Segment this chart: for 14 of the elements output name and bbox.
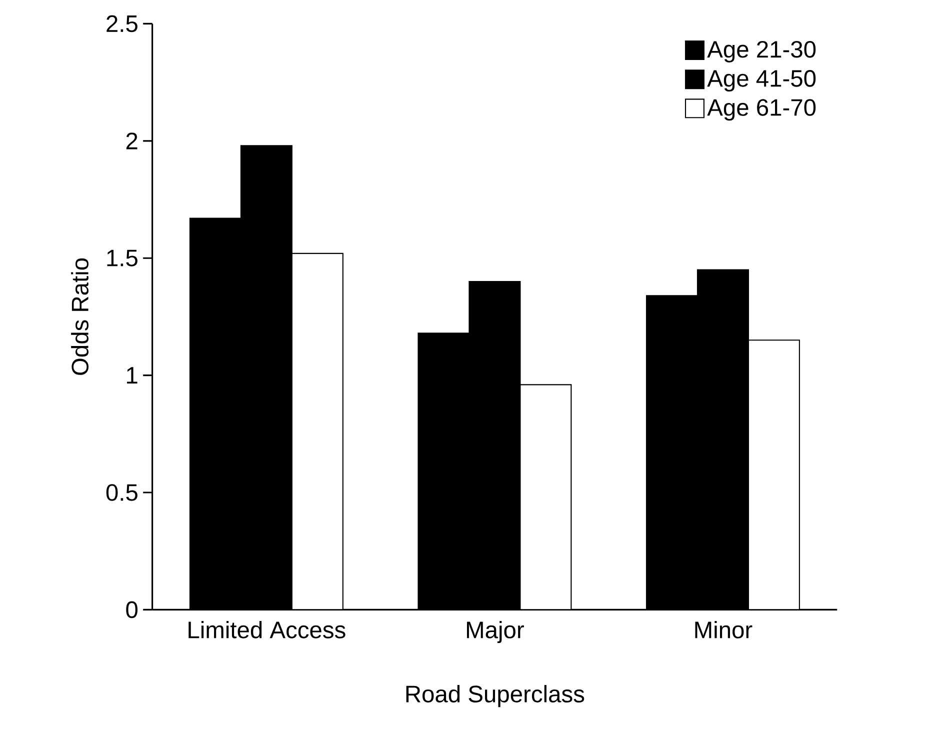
legend-label: Age 21-30 — [707, 40, 816, 62]
x-tick-label: Minor — [695, 620, 752, 638]
y-tick-label: 1 — [127, 367, 138, 384]
legend-label: Age 41-50 — [707, 70, 816, 92]
x-tick-label: Limited Access — [188, 620, 346, 638]
y-tick-label: 2 — [126, 132, 138, 150]
y-tick-label: 0.5 — [106, 484, 138, 501]
y-tick-label: 0 — [126, 601, 138, 618]
y-tick-label: 1.5 — [107, 250, 138, 266]
x-axis-title: Road Superclass — [406, 684, 584, 708]
y-axis-title: Odds Ratio — [71, 258, 88, 375]
x-tick-label: Major — [466, 620, 524, 643]
y-tick-label: 2.5 — [106, 15, 138, 32]
legend-label: Age 61-70 — [707, 98, 816, 120]
